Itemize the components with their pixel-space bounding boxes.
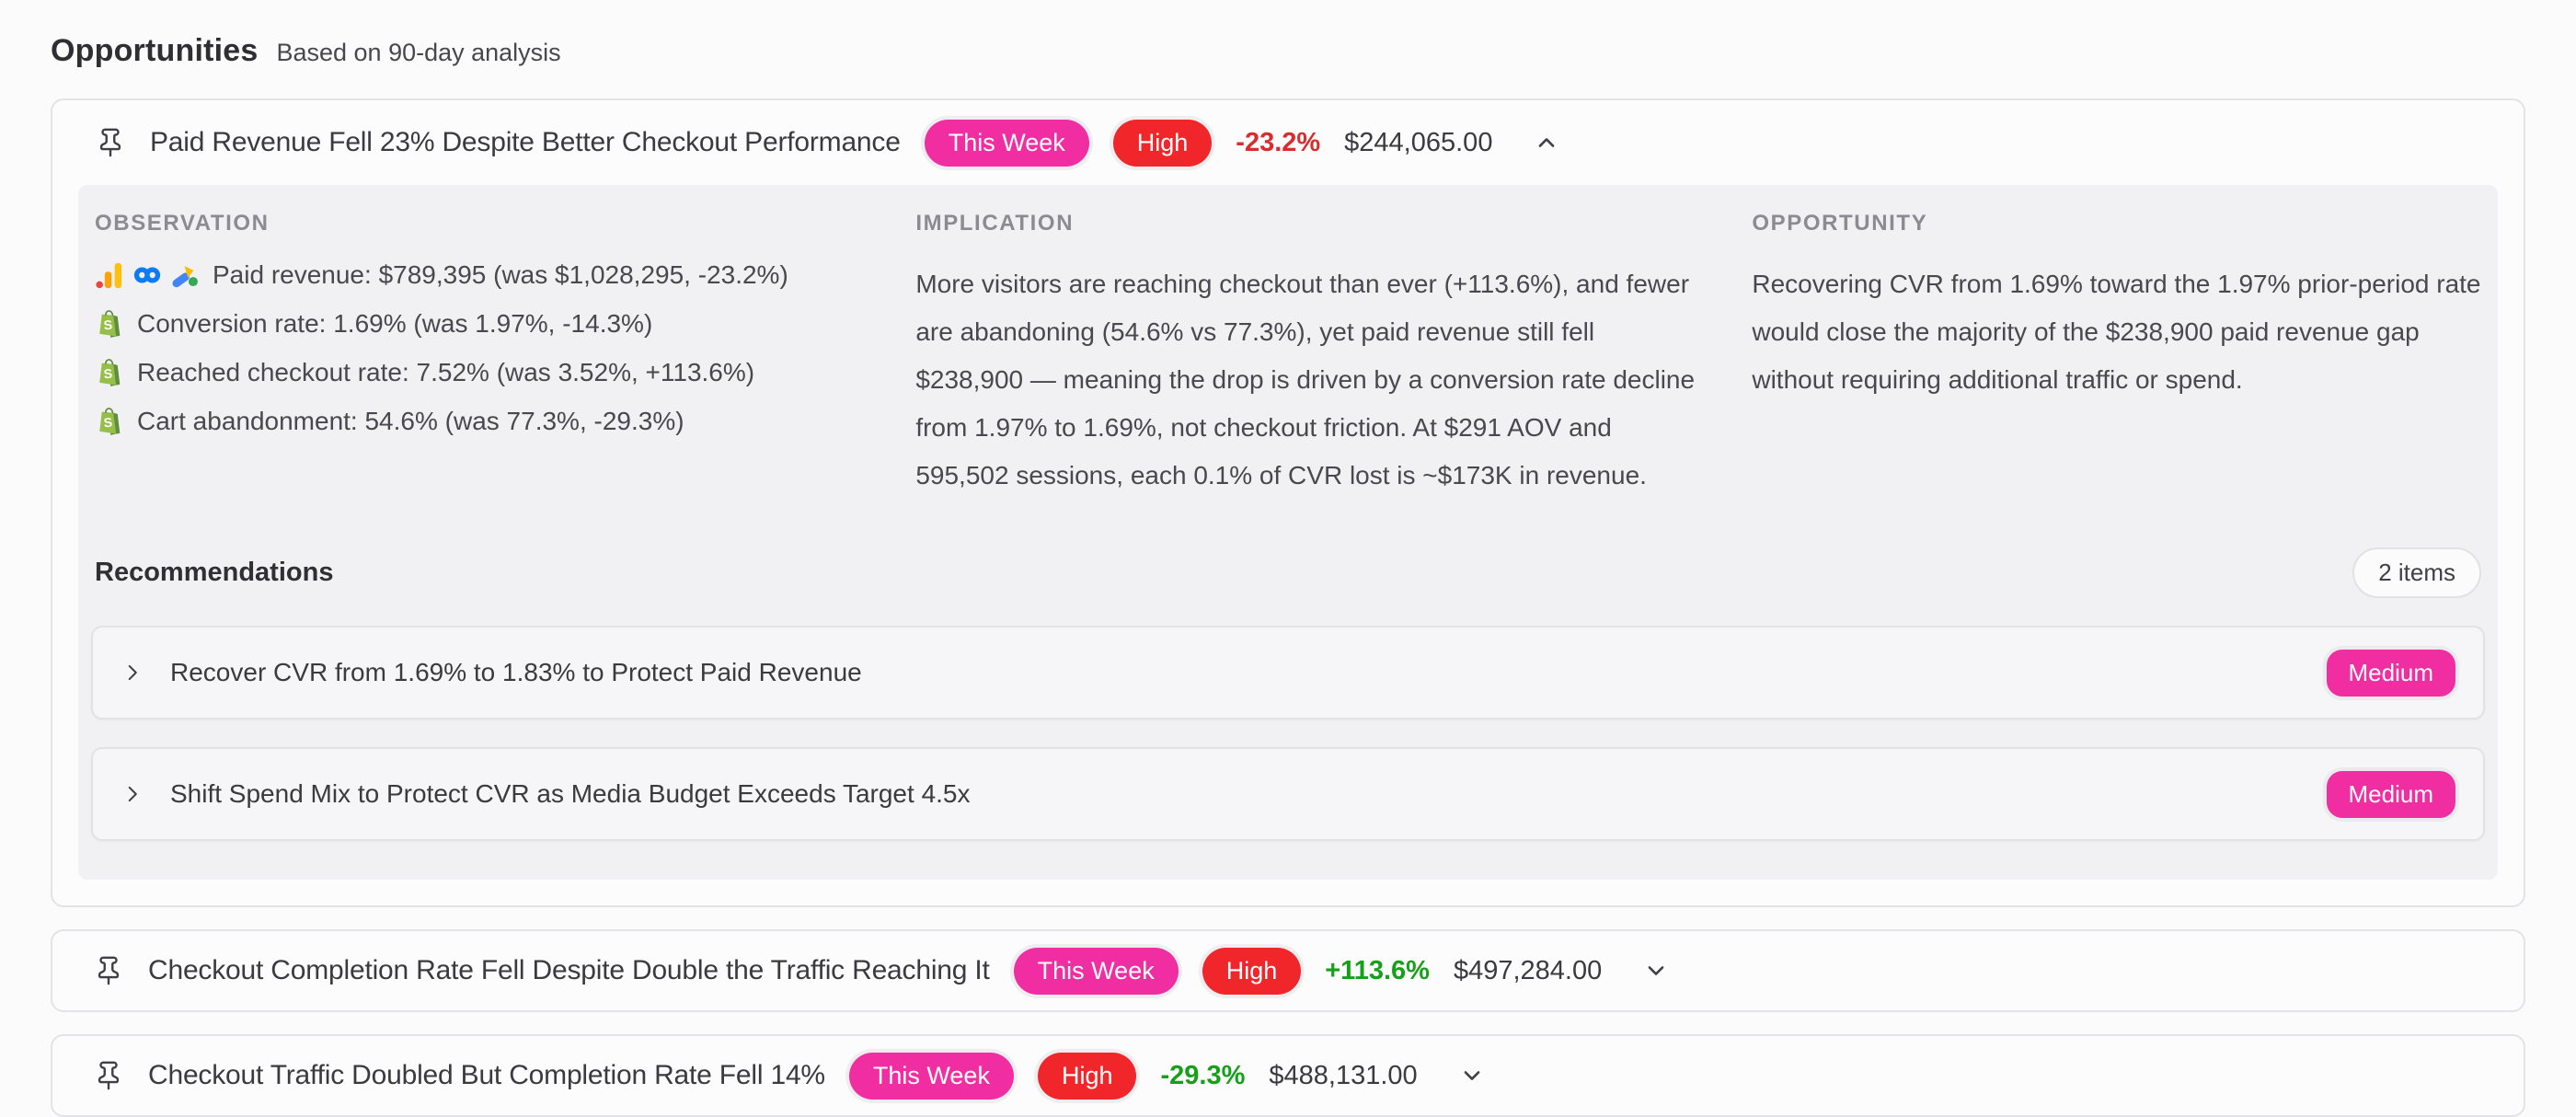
chevron-right-icon[interactable] [121,661,144,685]
page-header: Opportunities Based on 90-day analysis [51,33,2525,69]
change-percent: -29.3% [1160,1060,1246,1090]
recommendation-label: Recover CVR from 1.69% to 1.83% to Prote… [170,658,862,687]
implication-heading: IMPLICATION [915,211,1075,236]
effort-badge: Medium [2326,770,2455,818]
change-percent: +113.6% [1325,955,1430,985]
opportunity-title: Checkout Completion Rate Fell Despite Do… [148,955,990,986]
pin-icon[interactable] [93,1060,124,1091]
shopify-icon: S [95,358,124,387]
observation-text: Paid revenue: $789,395 (was $1,028,295, … [213,260,788,289]
observation-item: Paid revenue: $789,395 (was $1,028,295, … [95,260,862,290]
opportunity-heading: OPPORTUNITY [1752,211,1928,236]
impact-amount: $488,131.00 [1269,1060,1418,1090]
chevron-down-icon[interactable] [1639,953,1673,988]
observation-item: S Cart abandonment: 54.6% (was 77.3%, -2… [95,407,862,436]
google-ads-icon [170,260,200,290]
opportunity-card-header[interactable]: Paid Revenue Fell 23% Despite Better Che… [78,100,2498,185]
implication-column: IMPLICATION More visitors are reaching c… [915,211,1698,500]
observation-item: S Conversion rate: 1.69% (was 1.97%, -14… [95,309,862,339]
period-badge: This Week [848,1052,1014,1100]
recommendations-count-badge: 2 items [2352,547,2481,599]
chevron-right-icon[interactable] [121,782,144,806]
implication-text: More visitors are reaching checkout than… [915,270,1696,490]
chevron-up-icon[interactable] [1529,125,1564,160]
observation-text: Reached checkout rate: 7.52% (was 3.52%,… [137,358,755,386]
opportunity-card: Paid Revenue Fell 23% Despite Better Che… [51,98,2525,908]
change-percent: -23.2% [1236,127,1321,157]
impact-amount: $244,065.00 [1344,127,1493,157]
observation-column: OBSERVATION [95,211,862,500]
period-badge: This Week [1013,947,1179,995]
effort-badge: Medium [2326,649,2455,697]
priority-badge: High [1112,119,1213,167]
shopify-icon: S [95,309,124,339]
svg-text:S: S [103,415,113,431]
priority-badge: High [1202,947,1302,995]
priority-badge: High [1037,1052,1137,1100]
recommendation-label: Shift Spend Mix to Protect CVR as Media … [170,779,971,809]
period-badge: This Week [924,119,1089,167]
opportunity-column: OPPORTUNITY Recovering CVR from 1.69% to… [1752,211,2481,500]
opportunity-card: Checkout Traffic Doubled But Completion … [51,1034,2525,1117]
page-title: Opportunities [51,33,259,68]
chevron-down-icon[interactable] [1455,1058,1489,1093]
observation-text: Cart abandonment: 54.6% (was 77.3%, -29.… [137,407,684,435]
recommendation-row[interactable]: Recover CVR from 1.69% to 1.83% to Prote… [91,626,2485,720]
google-analytics-icon [95,260,124,290]
svg-text:S: S [103,317,113,333]
pin-icon[interactable] [95,127,126,158]
recommendation-row[interactable]: Shift Spend Mix to Protect CVR as Media … [91,747,2485,842]
opportunity-title: Checkout Traffic Doubled But Completion … [148,1060,825,1091]
impact-amount: $497,284.00 [1453,955,1603,985]
analysis-panel: OBSERVATION [78,185,2498,881]
observation-item: S Reached checkout rate: 7.52% (was 3.52… [95,358,862,387]
recommendations-header: Recommendations 2 items [91,547,2485,599]
opportunity-title: Paid Revenue Fell 23% Despite Better Che… [150,127,901,157]
analysis-columns: OBSERVATION [91,211,2485,500]
observation-heading: OBSERVATION [95,211,270,236]
opportunity-text: Recovering CVR from 1.69% toward the 1.9… [1752,270,2481,395]
shopify-icon: S [95,407,124,436]
observation-text: Conversion rate: 1.69% (was 1.97%, -14.3… [137,309,653,338]
svg-text:S: S [103,366,113,382]
opportunity-card-header[interactable]: Checkout Completion Rate Fell Despite Do… [52,931,2524,1010]
pin-icon[interactable] [93,955,124,986]
page-subtitle: Based on 90-day analysis [276,39,561,66]
opportunity-card-header[interactable]: Checkout Traffic Doubled But Completion … [52,1036,2524,1115]
meta-icon [132,260,162,290]
recommendations-title: Recommendations [95,558,334,588]
opportunity-card: Checkout Completion Rate Fell Despite Do… [51,929,2525,1013]
